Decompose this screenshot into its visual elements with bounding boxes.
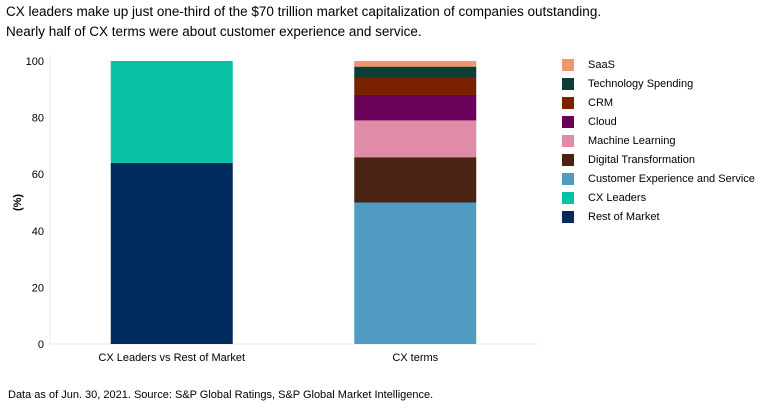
- y-tick-label: 100: [26, 56, 44, 68]
- bar-segment-rest-of-market: [110, 162, 233, 344]
- x-category-label: CX Leaders vs Rest of Market: [98, 352, 245, 364]
- legend-label: Customer Experience and Service: [588, 172, 755, 185]
- legend-item: Customer Experience and Service: [562, 169, 755, 188]
- legend-label: Machine Learning: [588, 134, 676, 147]
- legend-item: CRM: [562, 93, 755, 112]
- legend-swatch: [562, 96, 574, 109]
- bar-segment-digital-transformation: [354, 157, 477, 203]
- legend-item: Machine Learning: [562, 131, 755, 150]
- legend-item: Rest of Market: [562, 207, 755, 226]
- legend-item: Technology Spending: [562, 74, 755, 93]
- legend-swatch: [562, 210, 574, 223]
- legend-swatch: [562, 58, 574, 71]
- chart-title-line-1: CX leaders make up just one-third of the…: [6, 4, 602, 19]
- y-tick-label: 80: [32, 113, 44, 125]
- bar-segment-technology-spending: [354, 66, 477, 78]
- legend-label: Rest of Market: [588, 210, 660, 223]
- legend-label: SaaS: [588, 58, 615, 71]
- bar-segment-cx-leaders: [110, 61, 233, 163]
- legend-swatch: [562, 115, 574, 128]
- legend-label: Digital Transformation: [588, 153, 695, 166]
- legend-swatch: [562, 153, 574, 166]
- bar-segment-saas: [354, 61, 477, 67]
- legend-label: CRM: [588, 96, 614, 109]
- chart-title: CX leaders make up just one-third of the…: [6, 2, 601, 42]
- legend-item: Digital Transformation: [562, 150, 755, 169]
- bar-segment-crm: [354, 77, 477, 95]
- legend-swatch: [562, 134, 574, 147]
- legend-item: Cloud: [562, 112, 755, 131]
- bar-segment-cloud: [354, 94, 477, 121]
- bar-segment-customer-experience-and-service: [354, 202, 477, 344]
- legend-label: Cloud: [588, 115, 617, 128]
- legend-swatch: [562, 77, 574, 90]
- legend-swatch: [562, 172, 574, 185]
- chart-legend: SaaS Technology Spending CRM Cloud Machine L…: [562, 55, 755, 226]
- legend-swatch: [562, 191, 574, 204]
- bar-segment-machine-learning: [354, 120, 477, 158]
- y-tick-label: 60: [32, 169, 44, 181]
- legend-item: CX Leaders: [562, 188, 755, 207]
- y-tick-label: 40: [32, 226, 44, 238]
- chart-footnote: Data as of Jun. 30, 2021. Source: S&P Gl…: [8, 389, 434, 401]
- y-axis-title: (%): [12, 194, 24, 211]
- y-tick-label: 20: [32, 282, 44, 294]
- chart-title-line-2: Nearly half of CX terms were about custo…: [6, 24, 422, 39]
- y-tick-label: 0: [38, 339, 44, 351]
- legend-label: Technology Spending: [588, 77, 694, 90]
- legend-item: SaaS: [562, 55, 755, 74]
- x-category-label: CX terms: [392, 352, 438, 364]
- legend-label: CX Leaders: [588, 191, 647, 204]
